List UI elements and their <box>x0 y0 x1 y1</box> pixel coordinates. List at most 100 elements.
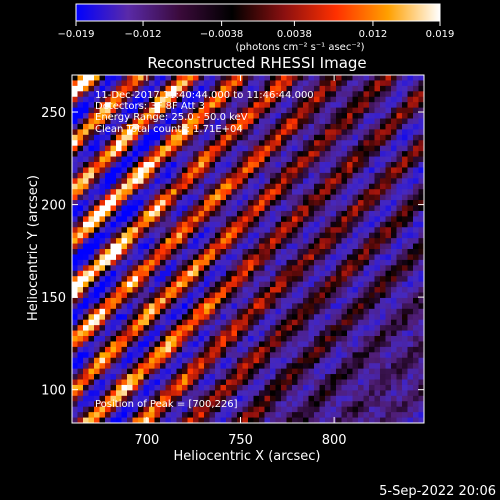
heatmap-cell <box>308 325 315 331</box>
heatmap-cell <box>413 85 419 92</box>
heatmap-cell <box>143 390 150 397</box>
colorbar-ticks: −0.019 −0.012 −0.0038 0.0038 0.012 0.019 <box>57 21 454 40</box>
heatmap-cell <box>341 379 348 386</box>
heatmap-cell <box>380 243 386 250</box>
heatmap-cell <box>402 341 408 348</box>
heatmap-cell <box>94 75 100 81</box>
heatmap-cell <box>83 232 89 239</box>
heatmap-cell <box>237 107 243 114</box>
heatmap-cell <box>83 200 89 206</box>
heatmap-cell <box>132 167 139 174</box>
heatmap-cell <box>182 406 188 413</box>
heatmap-cell <box>275 85 282 92</box>
heatmap-cell <box>198 287 205 293</box>
heatmap-cell <box>182 336 188 342</box>
heatmap-cell <box>237 417 243 423</box>
heatmap-cell <box>303 336 309 342</box>
heatmap-cell <box>303 287 309 293</box>
heatmap-cell <box>209 303 216 310</box>
heatmap-cell <box>325 189 331 196</box>
heatmap-cell <box>116 406 122 413</box>
heatmap-cell <box>358 325 364 331</box>
heatmap-cell <box>407 118 414 125</box>
heatmap-cell <box>110 200 117 206</box>
heatmap-cell <box>165 107 172 114</box>
heatmap-cell <box>127 390 133 397</box>
heatmap-cell <box>270 227 276 234</box>
heatmap-cell <box>363 412 370 418</box>
heatmap-cell <box>204 374 210 380</box>
heatmap-cell <box>275 297 282 304</box>
heatmap-cell <box>253 357 260 364</box>
heatmap-cell <box>198 80 205 87</box>
heatmap-cell <box>292 96 298 103</box>
heatmap-cell <box>226 412 232 418</box>
heatmap-cell <box>72 134 78 141</box>
heatmap-cell <box>325 200 331 206</box>
heatmap-cell <box>215 107 221 114</box>
heatmap-cell <box>259 129 265 136</box>
heatmap-cell <box>264 303 271 310</box>
heatmap-cell <box>396 249 403 255</box>
heatmap-cell <box>88 384 95 391</box>
heatmap-cell <box>308 384 315 391</box>
heatmap-cell <box>248 178 254 185</box>
heatmap-cell <box>297 151 304 157</box>
heatmap-cell <box>127 134 133 141</box>
heatmap-cell <box>303 75 309 81</box>
heatmap-cell <box>402 297 408 304</box>
heatmap-cell <box>314 336 320 342</box>
heatmap-cell <box>132 129 139 136</box>
heatmap-cell <box>77 238 84 244</box>
heatmap-cell <box>116 243 122 250</box>
heatmap-cell <box>253 243 260 250</box>
heatmap-cell <box>352 91 359 98</box>
heatmap-cell <box>72 91 78 98</box>
heatmap-cell <box>418 346 424 353</box>
heatmap-cell <box>231 200 238 206</box>
heatmap-cell <box>308 363 315 370</box>
heatmap-cell <box>407 102 414 109</box>
heatmap-cell <box>176 379 183 386</box>
heatmap-cell <box>143 118 150 125</box>
heatmap-cell <box>127 156 133 163</box>
heatmap-cell <box>363 140 370 147</box>
heatmap-cell <box>341 162 348 168</box>
heatmap-cell <box>369 303 375 310</box>
heatmap-cell <box>286 254 293 261</box>
heatmap-cell <box>363 75 370 81</box>
heatmap-cell <box>215 216 221 223</box>
heatmap-cell <box>149 401 155 408</box>
heatmap-cell <box>341 319 348 326</box>
heatmap-cell <box>319 91 326 98</box>
heatmap-cell <box>358 96 364 103</box>
heatmap-cell <box>204 102 210 109</box>
heatmap-cell <box>242 303 249 310</box>
heatmap-cell <box>127 249 133 255</box>
heatmap-cell <box>341 363 348 370</box>
heatmap-cell <box>143 96 150 103</box>
heatmap-cell <box>259 401 265 408</box>
heatmap-cell <box>182 401 188 408</box>
heatmap-cell <box>204 336 210 342</box>
heatmap-cell <box>94 249 100 255</box>
heatmap-cell <box>358 412 364 418</box>
heatmap-cell <box>275 96 282 103</box>
heatmap-cell <box>110 107 117 114</box>
heatmap-cell <box>369 221 375 228</box>
heatmap-cell <box>193 330 199 337</box>
heatmap-cell <box>259 134 265 141</box>
heatmap-cell <box>154 129 161 136</box>
heatmap-cell <box>319 346 326 353</box>
heatmap-cell <box>99 129 106 136</box>
heatmap-cell <box>363 216 370 223</box>
heatmap-cell <box>182 297 188 304</box>
heatmap-cell <box>352 401 359 408</box>
heatmap-cell <box>281 107 287 114</box>
heatmap-cell <box>94 363 100 370</box>
heatmap-cell <box>407 379 414 386</box>
heatmap-cell <box>413 80 419 87</box>
heatmap-cell <box>204 238 210 244</box>
heatmap-cell <box>99 123 106 130</box>
heatmap-cell <box>72 352 78 359</box>
